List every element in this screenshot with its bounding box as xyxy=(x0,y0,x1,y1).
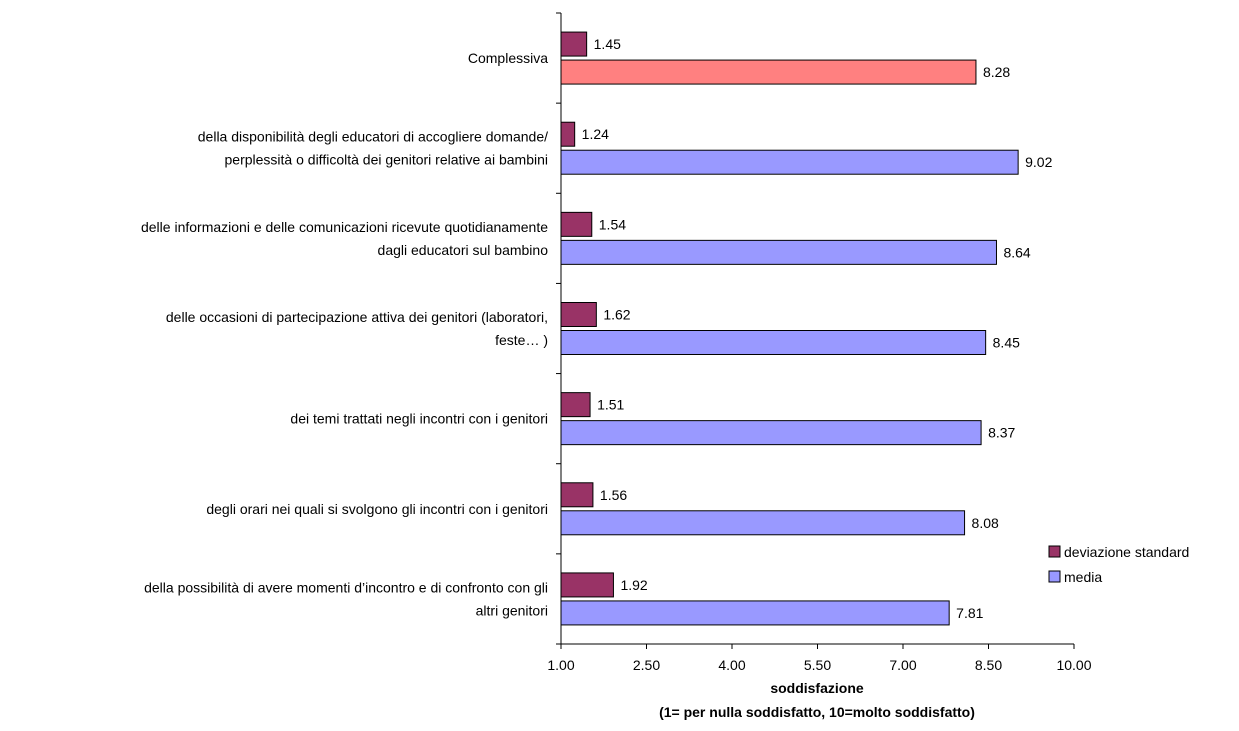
x-tick-label: 2.50 xyxy=(633,657,660,673)
bar-deviazione-standard xyxy=(560,302,597,327)
category-label: degli orari nei quali si svolgono gli in… xyxy=(206,501,548,517)
x-axis-title: soddisfazione xyxy=(770,680,864,696)
bar-deviazione-standard xyxy=(560,572,614,598)
legend: deviazione standard media xyxy=(1048,544,1189,585)
category-label: delle informazioni e delle comunicazioni… xyxy=(141,219,548,235)
bar-deviazione-standard xyxy=(560,121,576,147)
x-tick-label: 5.50 xyxy=(804,657,831,673)
data-label-deviazione-standard: 1.62 xyxy=(603,307,630,323)
bar-media xyxy=(560,149,1019,175)
bars xyxy=(560,31,1019,626)
data-label-media: 8.45 xyxy=(993,335,1020,351)
category-labels: Complessiva della disponibilità degli edu… xyxy=(141,50,548,618)
x-tick-label: 8.50 xyxy=(975,657,1002,673)
data-label-deviazione-standard: 1.24 xyxy=(582,126,609,142)
category-label: perplessità o difficoltà dei genitori re… xyxy=(225,152,548,168)
legend-label: media xyxy=(1064,569,1102,585)
category-label: Complessiva xyxy=(468,50,548,66)
category-label: della disponibilità degli educatori di a… xyxy=(198,129,548,145)
data-label-deviazione-standard: 1.56 xyxy=(600,487,627,503)
bar-media xyxy=(560,510,966,536)
bar-media xyxy=(560,59,977,85)
x-tick-label: 10.00 xyxy=(1056,657,1091,673)
legend-swatch xyxy=(1048,545,1061,558)
x-tick-label: 4.00 xyxy=(718,657,745,673)
data-label-deviazione-standard: 1.51 xyxy=(597,397,624,413)
x-tick-label: 1.00 xyxy=(547,657,574,673)
data-label-media: 9.02 xyxy=(1025,154,1052,170)
data-label-media: 8.28 xyxy=(983,64,1010,80)
legend-label: deviazione standard xyxy=(1064,544,1189,560)
data-label-deviazione-standard: 1.54 xyxy=(599,216,626,232)
bar-media xyxy=(560,600,950,626)
data-label-deviazione-standard: 1.45 xyxy=(594,36,621,52)
category-label: altri genitori xyxy=(476,602,548,618)
bar-deviazione-standard xyxy=(560,482,594,508)
data-label-media: 8.08 xyxy=(972,515,999,531)
x-tick-label: 7.00 xyxy=(889,657,916,673)
bar-media xyxy=(560,239,997,265)
data-label-media: 8.37 xyxy=(988,425,1015,441)
bar-deviazione-standard xyxy=(560,392,591,418)
data-label-media: 7.81 xyxy=(956,605,983,621)
bar-deviazione-standard xyxy=(560,211,593,237)
legend-swatch xyxy=(1048,570,1061,583)
category-label: dagli educatori sul bambino xyxy=(378,242,549,258)
data-label-deviazione-standard: 1.92 xyxy=(620,577,647,593)
category-label: feste… ) xyxy=(495,332,548,348)
category-label: della possibilità di avere momenti d’inc… xyxy=(144,579,548,595)
bar-deviazione-standard xyxy=(560,31,588,57)
data-label-media: 8.64 xyxy=(1003,244,1030,260)
bar-media xyxy=(560,330,987,355)
category-label: delle occasioni di partecipazione attiva… xyxy=(166,309,548,325)
x-axis-subtitle: (1= per nulla soddisfatto, 10=molto sodd… xyxy=(659,704,975,720)
axes: 1.00 2.50 4.00 5.50 7.00 8.50 10.00 xyxy=(547,12,1092,673)
data-labels: 1.45 8.28 1.24 9.02 1.54 8.64 1.62 8.45 1.51 8.37… xyxy=(582,36,1053,621)
bar-media xyxy=(560,420,982,446)
category-label: dei temi trattati negli incontri con i g… xyxy=(290,411,548,427)
